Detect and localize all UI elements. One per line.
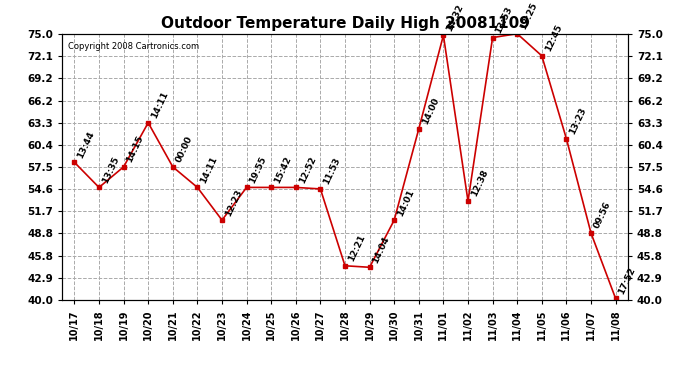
Text: 13:44: 13:44: [76, 129, 96, 159]
Text: 14:11: 14:11: [199, 155, 219, 184]
Text: 12:52: 12:52: [297, 155, 317, 184]
Text: 12:21: 12:21: [346, 233, 366, 263]
Text: 14:00: 14:00: [420, 96, 440, 126]
Title: Outdoor Temperature Daily High 20081109: Outdoor Temperature Daily High 20081109: [161, 16, 529, 31]
Text: 09:56: 09:56: [593, 201, 613, 230]
Text: Copyright 2008 Cartronics.com: Copyright 2008 Cartronics.com: [68, 42, 199, 51]
Text: 13:23: 13:23: [568, 106, 588, 136]
Text: 12:38: 12:38: [469, 169, 490, 198]
Text: 14:32: 14:32: [445, 3, 465, 33]
Text: 17:52: 17:52: [617, 266, 638, 296]
Text: 14:04: 14:04: [371, 235, 391, 264]
Text: 13:53: 13:53: [494, 5, 514, 35]
Text: 12:45: 12:45: [543, 23, 564, 53]
Text: 12:23: 12:23: [224, 188, 244, 218]
Text: 15:42: 15:42: [273, 155, 293, 184]
Text: 13:25: 13:25: [519, 1, 539, 31]
Text: 13:35: 13:35: [100, 155, 121, 184]
Text: 11:53: 11:53: [322, 156, 342, 186]
Text: 19:55: 19:55: [248, 155, 268, 184]
Text: 14:11: 14:11: [150, 90, 170, 120]
Text: 00:00: 00:00: [174, 135, 194, 164]
Text: 14:01: 14:01: [395, 188, 416, 218]
Text: 14:15: 14:15: [125, 134, 146, 164]
